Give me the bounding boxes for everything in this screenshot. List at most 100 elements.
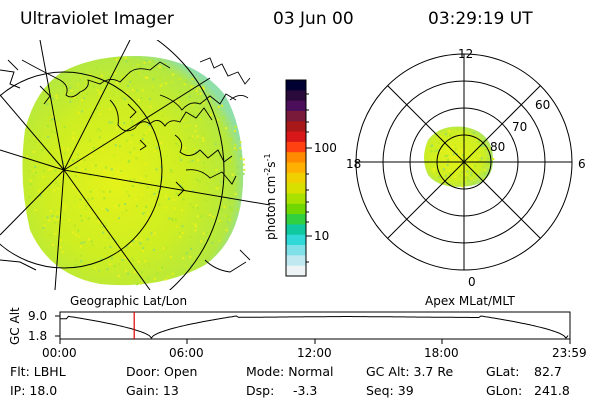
speckle-dot xyxy=(193,148,196,151)
glon-info: GLon: xyxy=(486,383,523,398)
speckle-dot xyxy=(90,232,93,235)
speckle-dot xyxy=(464,146,467,149)
speckle-dot xyxy=(144,163,147,166)
speckle-dot xyxy=(456,128,459,131)
speckle-dot xyxy=(452,185,455,188)
speckle-dot xyxy=(132,240,135,243)
speckle-dot xyxy=(89,190,92,193)
speckle-dot xyxy=(138,65,141,68)
speckle-dot xyxy=(135,89,138,92)
speckle-dot xyxy=(123,98,126,101)
speckle-dot xyxy=(69,100,72,103)
speckle-dot xyxy=(57,184,60,187)
speckle-dot xyxy=(475,159,478,162)
speckle-dot xyxy=(125,209,128,212)
speckle-dot xyxy=(180,209,183,212)
colorbar-strip xyxy=(286,234,306,246)
glat-info: GLat: xyxy=(486,364,520,379)
speckle-dot xyxy=(160,166,163,169)
xtick-1200: 12:00 xyxy=(297,346,332,360)
speckle-dot xyxy=(79,160,82,163)
speckle-dot xyxy=(194,225,197,228)
speckle-dot xyxy=(48,99,51,102)
speckle-dot xyxy=(120,205,123,208)
speckle-dot xyxy=(87,84,90,87)
speckle-dot xyxy=(76,205,79,208)
speckle-dot xyxy=(464,171,467,174)
speckle-dot xyxy=(196,135,199,138)
speckle-dot xyxy=(198,220,201,223)
speckle-dot xyxy=(178,156,181,159)
speckle-dot xyxy=(218,154,221,157)
speckle-dot xyxy=(42,158,45,161)
speckle-dot xyxy=(138,103,141,106)
speckle-dot xyxy=(458,154,461,157)
speckle-dot xyxy=(171,73,174,76)
speckle-dot xyxy=(49,209,52,212)
speckle-dot xyxy=(38,135,41,138)
speckle-dot xyxy=(484,148,487,151)
glat-value: 82.7 xyxy=(534,364,562,379)
speckle-dot xyxy=(175,225,178,228)
speckle-dot xyxy=(146,76,149,79)
speckle-dot xyxy=(130,124,133,127)
speckle-dot xyxy=(175,96,178,99)
speckle-dot xyxy=(94,164,97,167)
speckle-dot xyxy=(109,263,112,266)
speckle-dot xyxy=(154,135,157,138)
speckle-dot xyxy=(75,233,78,236)
speckle-dot xyxy=(478,155,481,158)
speckle-dot xyxy=(134,89,137,92)
speckle-dot xyxy=(431,144,434,147)
speckle-dot xyxy=(102,231,105,234)
speckle-dot xyxy=(73,224,76,227)
speckle-dot xyxy=(165,154,168,157)
speckle-dot xyxy=(184,125,187,128)
speckle-dot xyxy=(181,225,184,228)
speckle-dot xyxy=(66,148,69,151)
speckle-dot xyxy=(152,143,155,146)
mlt-label-18: 18 xyxy=(346,157,362,171)
speckle-dot xyxy=(73,137,76,140)
speckle-dot xyxy=(202,101,205,104)
speckle-dot xyxy=(166,275,169,278)
speckle-dot xyxy=(220,180,223,183)
speckle-dot xyxy=(446,136,449,139)
speckle-dot xyxy=(182,83,185,86)
speckle-dot xyxy=(56,216,59,219)
speckle-dot xyxy=(193,113,196,116)
speckle-dot xyxy=(137,231,140,234)
speckle-dot xyxy=(91,111,94,114)
speckle-dot xyxy=(156,196,159,199)
oval-speckle xyxy=(430,128,495,188)
colorbar-strip xyxy=(286,152,306,164)
speckle-dot xyxy=(196,87,199,90)
speckle-dot xyxy=(486,157,489,160)
speckle-dot xyxy=(88,217,91,220)
speckle-dot xyxy=(182,180,185,183)
speckle-dot xyxy=(443,157,446,160)
speckle-dot xyxy=(133,271,136,274)
speckle-dot xyxy=(190,248,193,251)
speckle-dot xyxy=(127,123,130,126)
speckle-dot xyxy=(190,235,193,238)
speckle-dot xyxy=(439,150,442,153)
speckle-dot xyxy=(475,137,478,140)
speckle-dot xyxy=(84,208,87,211)
speckle-dot xyxy=(66,177,69,180)
time-label: 03:29:19 UT xyxy=(428,9,533,29)
speckle-dot xyxy=(140,271,143,274)
speckle-dot xyxy=(129,243,132,246)
speckle-dot xyxy=(160,83,163,86)
speckle-dot xyxy=(44,235,47,238)
speckle-dot xyxy=(134,237,137,240)
speckle-dot xyxy=(104,224,107,227)
speckle-dot xyxy=(90,240,93,243)
speckle-dot xyxy=(206,231,209,234)
speckle-dot xyxy=(135,205,138,208)
speckle-dot xyxy=(242,163,245,166)
speckle-dot xyxy=(234,125,237,128)
speckle-dot xyxy=(105,173,108,176)
speckle-dot xyxy=(163,141,166,144)
speckle-dot xyxy=(126,139,129,142)
